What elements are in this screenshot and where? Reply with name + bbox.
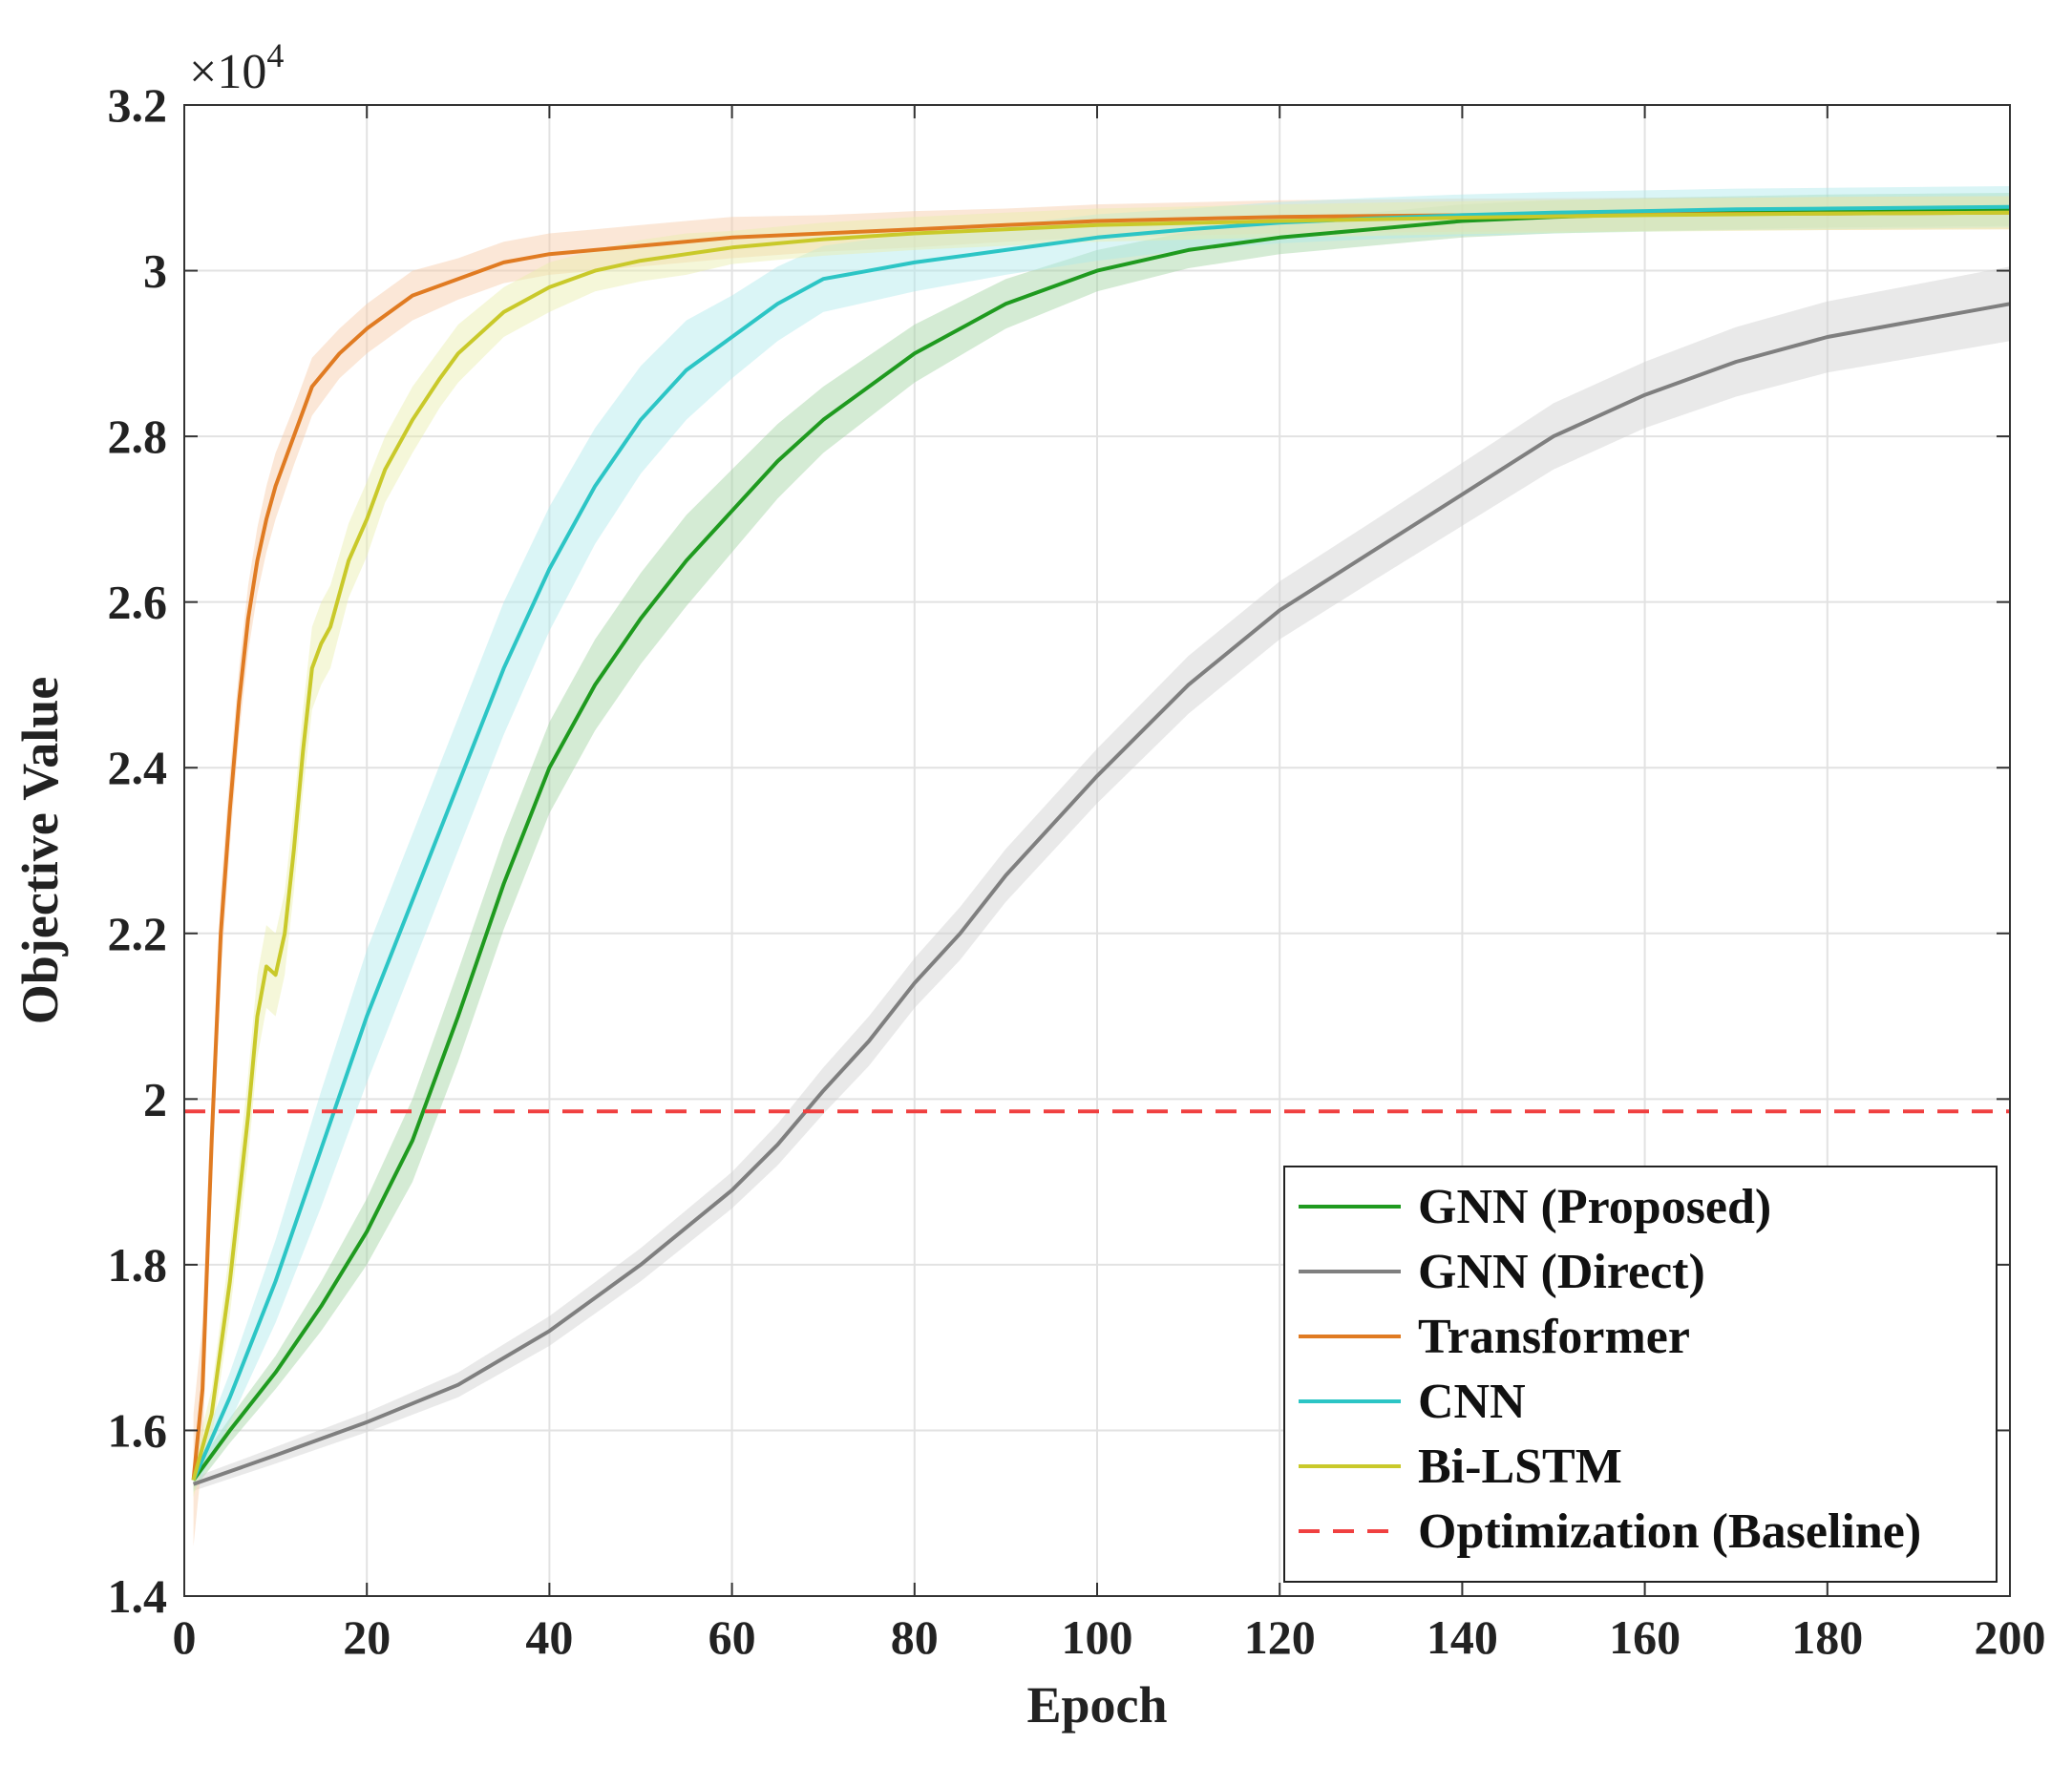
x-tick-label: 140: [1427, 1610, 1498, 1664]
legend-box: [1283, 1166, 1998, 1583]
x-tick-label: 160: [1609, 1610, 1681, 1664]
transformer-line: [191, 210, 2011, 1481]
cnn-line: [191, 204, 2011, 1482]
legend-label: Optimization (Baseline): [1418, 1504, 1921, 1559]
gnn-direct-line: [192, 302, 2011, 1486]
x-tick-label: 60: [708, 1610, 756, 1664]
x-tick-label: 100: [1062, 1610, 1133, 1664]
x-tick-label: 120: [1244, 1610, 1316, 1664]
x-axis-label: Epoch: [1026, 1676, 1167, 1734]
y-tick-label: 1.8: [108, 1238, 168, 1292]
series-lines: [184, 204, 2011, 1486]
y-tick-label: 1.6: [108, 1403, 168, 1457]
y-axis-multiplier: ×104: [189, 36, 284, 99]
legend-label: Bi-LSTM: [1418, 1440, 1622, 1494]
y-tick-label: 2.4: [108, 741, 168, 794]
legend-label: Transformer: [1418, 1310, 1690, 1364]
transformer-band: [193, 196, 2011, 1546]
x-tick-label: 180: [1791, 1610, 1863, 1664]
y-axis-label: Objective Value: [11, 677, 69, 1024]
x-tick-label: 40: [525, 1610, 573, 1664]
x-tick-label: 0: [173, 1610, 197, 1664]
x-tick-label: 20: [343, 1610, 391, 1664]
y-multiplier-base: ×10: [189, 45, 266, 99]
y-tick-label: 2.2: [108, 907, 168, 960]
y-tick-label: 3.2: [108, 78, 168, 132]
y-tick-label: 1.4: [108, 1569, 168, 1623]
axis-ticks: 0 20 40 60 80 100 120 140 160 180 200 1.4 1.6 1.8 2 2.2…: [108, 78, 2046, 1664]
x-tick-label: 80: [891, 1610, 939, 1664]
x-tick-label: 200: [1975, 1610, 2046, 1664]
y-multiplier-exponent: 4: [266, 36, 284, 74]
y-tick-label: 2: [143, 1072, 167, 1125]
y-tick-label: 3: [143, 244, 167, 298]
legend-label: GNN (Direct): [1418, 1245, 1705, 1299]
y-tick-label: 2.6: [108, 576, 168, 629]
legend-label: CNN: [1418, 1375, 1526, 1429]
y-tick-label: 2.8: [108, 410, 168, 463]
legend: GNN (Proposed) GNN (Direct) Transformer CNN…: [1283, 1166, 1998, 1583]
bi-lstm-line: [191, 210, 2011, 1482]
legend-label: GNN (Proposed): [1418, 1180, 1771, 1234]
confidence-bands: [193, 186, 2011, 1546]
